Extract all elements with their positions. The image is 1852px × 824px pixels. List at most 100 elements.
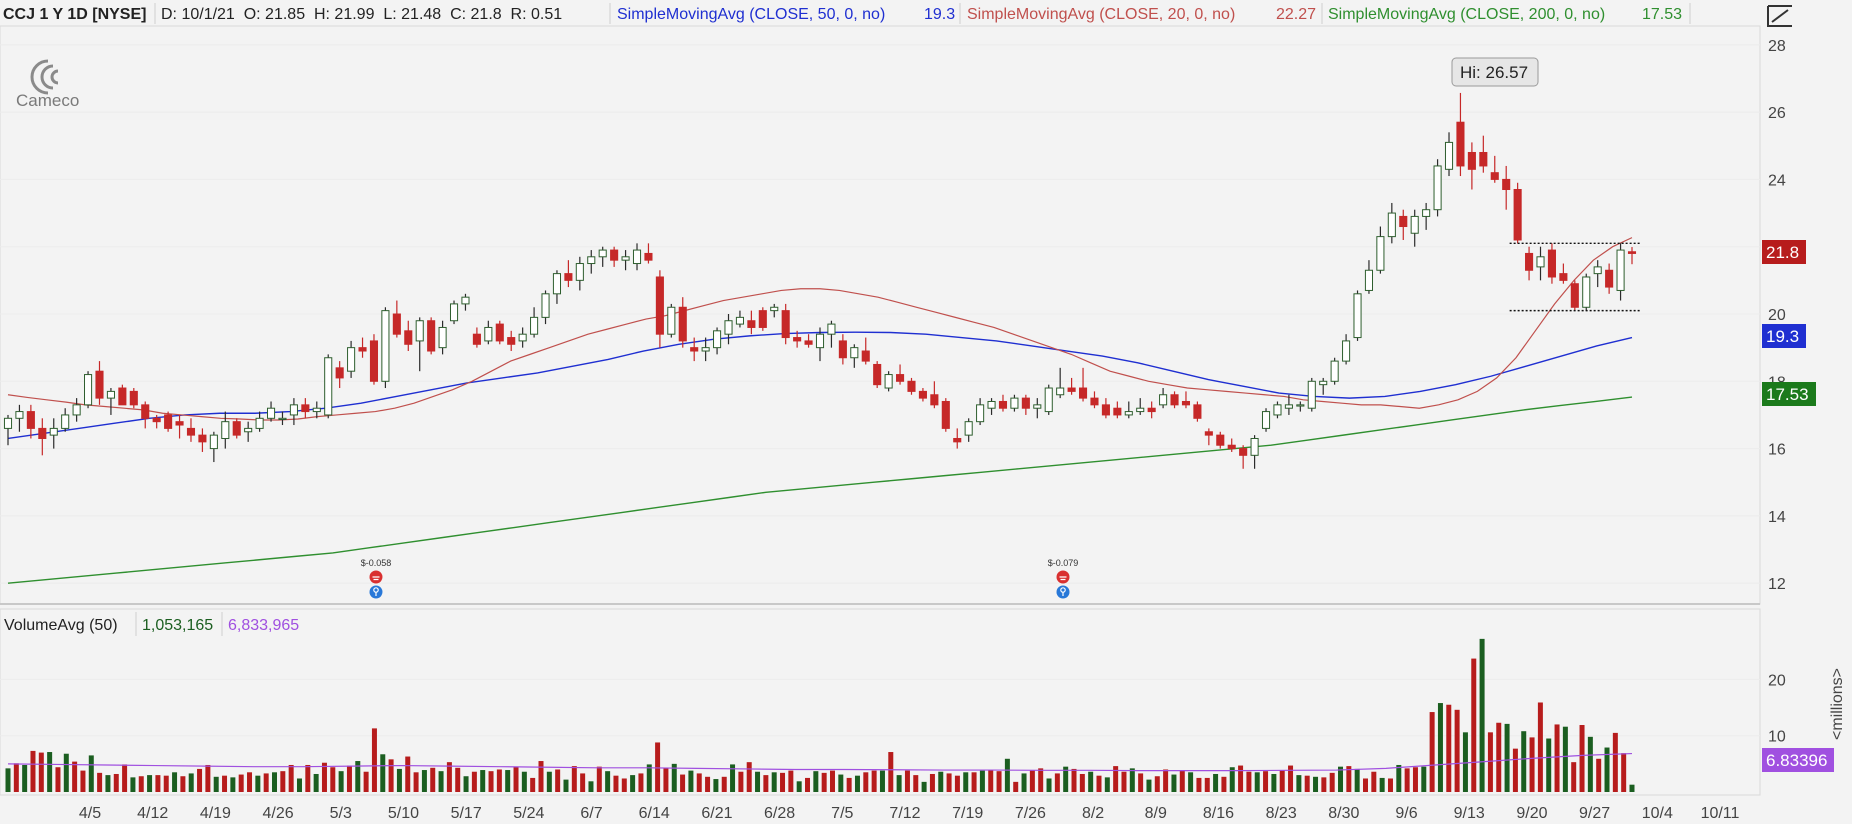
volume-bar — [255, 775, 261, 792]
volume-bar — [1188, 772, 1194, 792]
sma200-label[interactable]: SimpleMovingAvg (CLOSE, 200, 0, no) — [1328, 6, 1605, 23]
volume-bar — [1379, 777, 1385, 792]
candle-down — [129, 388, 138, 409]
candle-up — [84, 371, 93, 409]
dividend-marker[interactable]: $-0.079 — [1048, 558, 1079, 599]
candle-down — [610, 246, 619, 267]
candle-up — [987, 398, 996, 415]
volume-bar — [1462, 732, 1468, 792]
candle-down — [1147, 401, 1156, 419]
date-tick-label: 5/3 — [330, 805, 352, 822]
candle-down — [198, 428, 207, 452]
candle-up — [461, 293, 470, 311]
candle-up — [15, 404, 24, 432]
volume-bar — [288, 764, 294, 792]
dividend-marker[interactable]: $-0.058 — [361, 558, 392, 599]
volume-bar — [1213, 773, 1219, 792]
date-tick-label: 9/20 — [1516, 805, 1547, 822]
volume-bar — [988, 770, 994, 792]
draw-tool-icon[interactable] — [1767, 5, 1792, 27]
candle-up — [1364, 260, 1374, 294]
volume-bar — [80, 770, 86, 792]
volume-bar — [1496, 722, 1502, 792]
volume-bar — [921, 781, 927, 792]
symbol-label[interactable]: CCJ 1 Y 1D [NYSE] — [3, 6, 146, 23]
candle-down — [1239, 445, 1248, 469]
volume-avg-value: 6,833,965 — [228, 617, 299, 634]
volume-bar — [713, 779, 719, 792]
volume-bar — [1254, 772, 1260, 792]
price-tick-label: 28 — [1768, 38, 1786, 55]
candle-down — [369, 334, 379, 385]
candle-up — [724, 314, 733, 345]
volume-bar — [621, 778, 627, 792]
volume-bar — [413, 772, 419, 792]
volume-bar — [1446, 704, 1452, 792]
candle-up — [484, 320, 493, 345]
volume-bar — [996, 771, 1002, 792]
volume-bar — [613, 775, 619, 792]
price-tick-label: 26 — [1768, 105, 1786, 122]
sma20-label[interactable]: SimpleMovingAvg (CLOSE, 20, 0, no) — [967, 6, 1235, 23]
candle-down — [26, 404, 35, 439]
candle-down — [747, 310, 756, 335]
svg-text:17.53: 17.53 — [1766, 385, 1809, 404]
volume-bar — [338, 771, 344, 792]
price-tick-label: 16 — [1768, 442, 1786, 459]
volume-bar — [1587, 736, 1593, 792]
candle-down — [1067, 377, 1076, 395]
volume-bar — [371, 728, 377, 792]
volume-bar — [1304, 775, 1310, 792]
volume-bar — [730, 764, 736, 792]
candle-up — [884, 371, 893, 392]
sma50-label[interactable]: SimpleMovingAvg (CLOSE, 50, 0, no) — [617, 6, 885, 23]
sma50-tag: 19.3 — [1762, 324, 1806, 348]
volume-bar — [1121, 771, 1127, 792]
candle-up — [1616, 243, 1625, 301]
candle-down — [152, 414, 161, 429]
volume-bar — [13, 763, 19, 792]
candle-up — [713, 327, 722, 355]
volume-bar — [738, 771, 744, 792]
volume-bar — [605, 771, 611, 792]
candle-up — [815, 327, 825, 362]
volume-bar — [113, 773, 119, 792]
volume-bar — [521, 771, 527, 792]
volume-bar — [696, 773, 702, 792]
date-tick-label: 8/9 — [1145, 805, 1167, 822]
candle-up — [598, 246, 607, 267]
candle-up — [1261, 408, 1271, 432]
volume-bar — [630, 775, 636, 792]
volume-bar — [788, 770, 794, 792]
volume-bar — [879, 770, 885, 792]
volume-bar — [130, 777, 136, 792]
date-tick-label: 9/27 — [1579, 805, 1610, 822]
candle-up — [1296, 401, 1305, 412]
volume-bar — [1246, 771, 1252, 792]
candle-down — [301, 398, 310, 419]
candle-down — [861, 337, 870, 365]
volume-bar — [230, 777, 236, 792]
last-price-tag: 21.8 — [1762, 240, 1806, 264]
volume-avg-label[interactable]: VolumeAvg (50) — [4, 617, 118, 634]
date-tick-label: 9/13 — [1454, 805, 1485, 822]
candle-up — [324, 354, 333, 419]
volume-bar — [313, 773, 319, 792]
candlesticks — [3, 92, 1637, 469]
candle-up — [1124, 401, 1133, 419]
candle-down — [358, 337, 367, 358]
candle-down — [507, 330, 516, 352]
volume-bar — [1529, 737, 1535, 792]
sma50-value: 19.3 — [924, 6, 955, 23]
volume-bar — [355, 761, 361, 792]
volume-bar — [1171, 774, 1177, 792]
date-tick-label: 6/21 — [701, 805, 732, 822]
candle-down — [232, 418, 241, 439]
candle-down — [1193, 401, 1202, 422]
candle-down — [998, 394, 1008, 412]
candle-up — [1056, 367, 1065, 399]
candle-up — [850, 344, 859, 368]
volume-bar — [405, 756, 411, 792]
volume-bar — [780, 772, 786, 792]
